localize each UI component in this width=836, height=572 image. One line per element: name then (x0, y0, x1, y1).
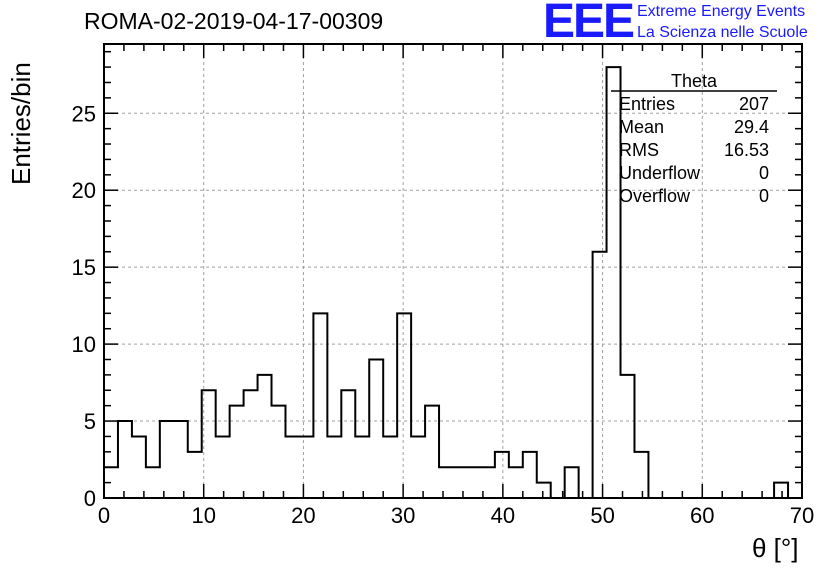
stats-row-label: Underflow (619, 163, 701, 183)
plot-frame (103, 43, 803, 499)
x-tick-label: 40 (491, 503, 515, 528)
histogram-bin (174, 421, 188, 498)
histogram-bin (160, 421, 174, 498)
chart-title: ROMA-02-2019-04-17-00309 (84, 8, 384, 34)
eee-logo-mark: EEE (543, 0, 635, 48)
histogram-bin (439, 467, 453, 498)
histogram-bin (495, 452, 509, 498)
histogram-bin (537, 483, 551, 498)
histogram-bin (523, 452, 537, 498)
histogram-bin (244, 390, 258, 498)
y-tick-label: 5 (84, 409, 96, 434)
histogram-bin (411, 436, 425, 498)
x-tick-label: 70 (790, 503, 814, 528)
stats-row-value: 16.53 (724, 140, 769, 160)
histogram-bin (383, 436, 397, 498)
histogram-bin (355, 436, 369, 498)
x-tick-label: 30 (391, 503, 415, 528)
histogram-bin (216, 436, 230, 498)
histogram-bin (593, 252, 607, 498)
stats-row-value: 0 (759, 163, 769, 183)
y-tick-label: 20 (72, 178, 96, 203)
stats-row-label: Mean (619, 117, 664, 137)
histogram-bin (425, 406, 439, 498)
stats-row-label: Overflow (619, 186, 691, 206)
stats-row-label: Entries (619, 94, 675, 114)
histogram-bin (565, 467, 579, 498)
stats-title: Theta (671, 71, 718, 91)
y-tick-label: 25 (72, 101, 96, 126)
x-axis-label: θ [°] (752, 533, 799, 563)
histogram-bin (369, 359, 383, 498)
histogram-bin (467, 467, 481, 498)
y-tick-label: 15 (72, 255, 96, 280)
histogram-bin (299, 436, 313, 498)
histogram-bin (146, 467, 160, 498)
x-tick-label: 60 (690, 503, 714, 528)
x-tick-label: 20 (291, 503, 315, 528)
histogram-bin (132, 436, 146, 498)
stats-row-value: 0 (759, 186, 769, 206)
histogram-bin (327, 436, 341, 498)
histogram-bin (272, 406, 286, 498)
histogram-bin (509, 467, 523, 498)
stats-row-label: RMS (619, 140, 659, 160)
x-tick-label: 10 (191, 503, 215, 528)
histogram-bin (313, 313, 327, 498)
histogram-bin (258, 375, 272, 498)
histogram-bin (397, 313, 411, 498)
histogram-bin (341, 390, 355, 498)
stats-row-value: 29.4 (734, 117, 769, 137)
histogram-bin (774, 483, 788, 498)
histogram-bin (285, 436, 299, 498)
y-tick-label: 10 (72, 332, 96, 357)
stats-row-value: 207 (739, 94, 769, 114)
histogram-bin (118, 421, 132, 498)
logo-subtitle-line2: La Scienza nelle Scuole (637, 24, 808, 41)
histogram-bin (453, 467, 467, 498)
logo-subtitle-line1: Extreme Energy Events (637, 3, 806, 20)
histogram-bin (202, 390, 216, 498)
histogram-outline (103, 66, 802, 499)
histogram-bin (188, 452, 202, 498)
y-tick-label: 0 (84, 486, 96, 511)
x-tick-label: 0 (98, 503, 110, 528)
x-tick-label: 50 (590, 503, 614, 528)
histogram-bin (634, 452, 648, 498)
histogram-bin (230, 406, 244, 498)
histogram-bin (621, 375, 635, 498)
